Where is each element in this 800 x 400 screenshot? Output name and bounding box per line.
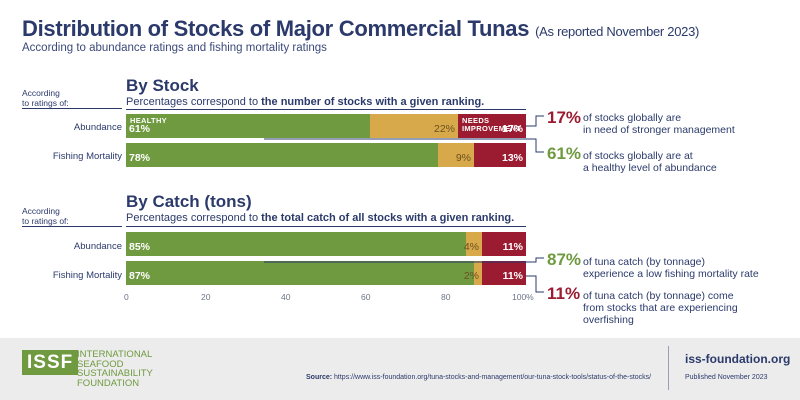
logo-org-name: INTERNATIONAL SEAFOOD SUSTAINABILITY FOUNDA… [77,349,153,389]
bar-0-0: 61% HEALTHY 22% 17% NEEDS IMPROVEMENT [126,114,526,138]
connector-17 [526,115,544,127]
callout-1-value: 17% [547,108,582,127]
row-header-stock: According to ratings of: [22,88,69,108]
title-text: Distribution of Stocks of Major Commerci… [22,16,530,41]
data-label-0-1-1: 9% [455,152,471,164]
callout-2-text: of stocks globally are at a healthy level… [583,150,717,174]
section-desc-catch: Percentages correspond to the total catc… [126,212,515,224]
section-line-catch [126,226,526,227]
data-label-0-0-1: 22% [433,123,455,135]
title-note: (As reported November 2023) [535,24,700,39]
bar-segment-1-0-0: 85% [126,232,466,256]
callout-4-text: of tuna catch (by tonnage) come from stoc… [583,290,738,326]
data-label-0-0-2: 17% [501,123,523,135]
callout-3: 87% [547,250,581,270]
x-axis-ticks: 0 20 40 60 80 100% [124,292,534,304]
source-note: Source: https://www.iss-foundation.org/t… [306,374,652,381]
callout-connectors [264,115,544,293]
bar-segment-0-0-2: 17% NEEDS IMPROVEMENT [458,114,526,138]
data-label-0-1-2: 13% [501,152,523,164]
section-title-catch: By Catch (tons) [126,192,252,211]
source-link[interactable]: https://www.iss-foundation.org/tuna-stoc… [334,374,652,381]
row-header-catch: According to ratings of: [22,206,69,226]
row-header-line-stock [22,108,122,109]
bar-segment-1-0-1: 4% [463,232,482,256]
published-date: Published November 2023 [685,374,768,381]
section-desc-stock: Percentages correspond to the number of … [126,96,485,108]
data-label-0-0-0: 61% [129,123,151,135]
connector-61 [264,138,544,153]
logo-mark: ISSF [22,350,79,375]
connector-87 [264,257,544,263]
bar-segment-0-1-1: 9% [438,143,474,167]
data-label-1-1-2: 11% [502,270,523,282]
bar-segment-0-1-0: 78% [126,143,438,167]
data-label-1-0-1: 4% [463,241,479,253]
x-tick-label: 0 [124,292,129,302]
row-label-stock-abundance: Abundance [73,122,122,133]
bar-segment-0-0-0: 61% HEALTHY [126,114,370,138]
bar-segment-0-0-1: 22% [370,114,458,138]
footer: ISSF INTERNATIONAL SEAFOOD SUSTAINABILITY F… [0,338,800,400]
website-link[interactable]: iss-foundation.org [685,352,791,366]
row-label-catch-abundance: Abundance [73,241,122,252]
callout-4: 11% [547,284,580,304]
footer-divider [668,346,669,390]
data-label-0-1-0: 78% [129,152,151,164]
data-label-1-1-1: 2% [463,270,479,282]
row-label-stock-mortality: Fishing Mortality [52,151,122,162]
bar-0-1: 78% 9% 13% [126,143,526,167]
callout-1: 17% [547,108,581,128]
bar-1-0: 85% 4% 11% [126,232,526,256]
callout-2: 61% [547,144,581,164]
bar-segment-1-0-2: 11% [482,232,526,256]
row-label-catch-mortality: Fishing Mortality [52,270,122,281]
x-tick-label: 40 [281,292,291,302]
x-tick-label: 100% [512,292,534,302]
page-title: Distribution of Stocks of Major Commerci… [22,16,699,42]
callout-2-value: 61% [547,144,582,163]
bar-1-1: 87% 2% 11% [126,261,526,285]
callout-1-text: of stocks globally are in need of stronge… [583,112,735,136]
category-label-0-0: HEALTHY [130,116,167,125]
section-line-stock [126,109,526,110]
issf-logo: ISSF [22,350,79,375]
x-tick-label: 80 [441,292,451,302]
callout-3-text: of tuna catch (by tonnage) experience a l… [583,256,759,280]
callout-4-value: 11% [547,284,581,303]
data-label-1-0-2: 11% [502,241,523,253]
page-subtitle: According to abundance ratings and fishi… [22,42,327,54]
bar-segment-1-1-0: 87% [126,261,474,285]
bar-segment-1-1-1: 2% [464,261,482,285]
section-title-stock: By Stock [126,76,199,95]
row-header-line-catch [22,226,122,227]
callout-3-value: 87% [547,250,582,269]
category-label-0-2: NEEDS IMPROVEMENT [462,116,522,133]
x-tick-label: 20 [201,292,211,302]
connector-11 [526,275,544,293]
data-label-1-0-0: 85% [129,241,151,253]
bar-segment-1-1-2: 11% [482,261,526,285]
bar-segment-0-1-2: 13% [474,143,526,167]
x-tick-label: 60 [361,292,371,302]
data-label-1-1-0: 87% [129,270,151,282]
